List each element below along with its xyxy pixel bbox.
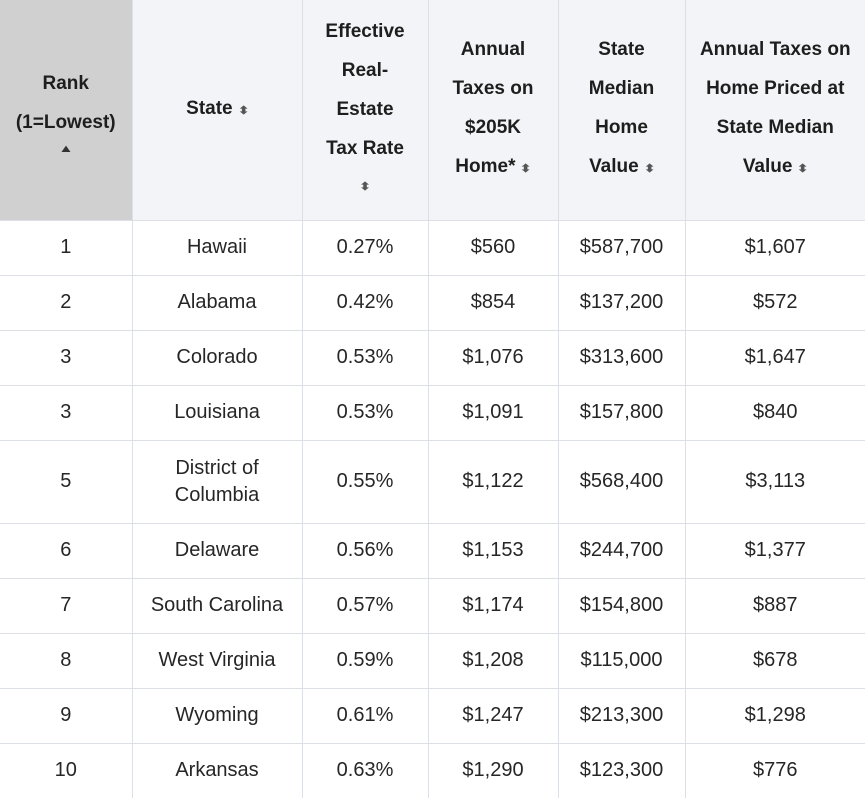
taxes-median-cell: $1,377 xyxy=(684,522,865,578)
sort-updown-icon: ⬍ xyxy=(520,163,532,176)
taxes-205k-cell: $1,174 xyxy=(427,577,558,633)
taxes-205k-cell: $854 xyxy=(427,274,558,330)
rate-cell: 0.42% xyxy=(301,274,428,330)
rate-cell: 0.61% xyxy=(301,687,428,743)
state-cell: South Carolina xyxy=(131,577,302,633)
rank-cell: 9 xyxy=(0,687,132,743)
rate-cell: 0.56% xyxy=(301,522,428,578)
column-header-rate[interactable]: Effective Real-Estate Tax Rate ⬍ xyxy=(301,0,428,220)
taxes-205k-cell: $1,122 xyxy=(427,439,558,523)
column-header-taxes-205k[interactable]: Annual Taxes on $205K Home* ⬍ xyxy=(427,0,558,220)
table-row: 3 Louisiana 0.53% $1,091 $157,800 $840 xyxy=(0,384,865,440)
median-value-cell: $154,800 xyxy=(557,577,685,633)
median-value-cell: $137,200 xyxy=(557,274,685,330)
sort-updown-icon: ⬍ xyxy=(797,163,809,176)
state-cell: Delaware xyxy=(131,522,302,578)
state-cell: Hawaii xyxy=(131,219,302,275)
column-header-label: Rank (1=Lowest) xyxy=(15,72,116,133)
state-cell: Colorado xyxy=(131,329,302,385)
median-value-cell: $568,400 xyxy=(557,439,685,523)
sort-updown-icon: ⬍ xyxy=(643,163,655,176)
rate-cell: 0.59% xyxy=(301,632,428,688)
table-row: 6 Delaware 0.56% $1,153 $244,700 $1,377 xyxy=(0,522,865,578)
rank-cell: 10 xyxy=(0,742,132,798)
rate-cell: 0.57% xyxy=(301,577,428,633)
taxes-median-cell: $678 xyxy=(684,632,865,688)
median-value-cell: $115,000 xyxy=(557,632,685,688)
state-cell: District of Columbia xyxy=(131,439,302,523)
rate-cell: 0.63% xyxy=(301,742,428,798)
taxes-205k-cell: $1,091 xyxy=(427,384,558,440)
taxes-median-cell: $776 xyxy=(684,742,865,798)
state-cell: Arkansas xyxy=(131,742,302,798)
taxes-205k-cell: $1,208 xyxy=(427,632,558,688)
taxes-median-cell: $840 xyxy=(684,384,865,440)
taxes-205k-cell: $1,290 xyxy=(427,742,558,798)
rate-cell: 0.27% xyxy=(301,219,428,275)
state-cell-text: District of Columbia xyxy=(174,456,260,506)
taxes-median-cell: $1,298 xyxy=(684,687,865,743)
median-value-cell: $213,300 xyxy=(557,687,685,743)
rank-cell: 6 xyxy=(0,522,132,578)
taxes-median-cell: $887 xyxy=(684,577,865,633)
header-row: Rank (1=Lowest) ▲ State ⬍ Effective Real-… xyxy=(0,0,865,220)
column-header-label: State xyxy=(186,97,233,119)
rate-cell: 0.53% xyxy=(301,384,428,440)
column-header-label: State Median Home Value xyxy=(588,39,655,178)
state-cell: Wyoming xyxy=(131,687,302,743)
state-cell: West Virginia xyxy=(131,632,302,688)
median-value-cell: $313,600 xyxy=(557,329,685,385)
table-row: 3 Colorado 0.53% $1,076 $313,600 $1,647 xyxy=(0,329,865,385)
rank-cell: 1 xyxy=(0,219,132,275)
taxes-205k-cell: $1,247 xyxy=(427,687,558,743)
rank-cell: 7 xyxy=(0,577,132,633)
rate-cell: 0.53% xyxy=(301,329,428,385)
taxes-median-cell: $1,647 xyxy=(684,329,865,385)
taxes-median-cell: $572 xyxy=(684,274,865,330)
median-value-cell: $123,300 xyxy=(557,742,685,798)
rank-cell: 3 xyxy=(0,384,132,440)
taxes-median-cell: $1,607 xyxy=(684,219,865,275)
taxes-205k-cell: $560 xyxy=(427,219,558,275)
taxes-205k-cell: $1,076 xyxy=(427,329,558,385)
state-cell: Alabama xyxy=(131,274,302,330)
rank-cell: 3 xyxy=(0,329,132,385)
column-header-median-value[interactable]: State Median Home Value ⬍ xyxy=(557,0,685,220)
rank-cell: 5 xyxy=(0,439,132,523)
taxes-median-cell: $3,113 xyxy=(684,439,865,523)
rank-cell: 2 xyxy=(0,274,132,330)
column-header-label: Effective Real-Estate Tax Rate xyxy=(325,21,405,160)
sort-updown-icon: ⬍ xyxy=(359,181,371,194)
column-header-label: Annual Taxes on $205K Home* xyxy=(452,39,534,178)
sort-updown-icon: ⬍ xyxy=(237,104,249,117)
median-value-cell: $244,700 xyxy=(557,522,685,578)
taxes-205k-cell: $1,153 xyxy=(427,522,558,578)
column-header-label: Annual Taxes on Home Priced at State Med… xyxy=(699,39,851,178)
column-header-taxes-median[interactable]: Annual Taxes on Home Priced at State Med… xyxy=(684,0,865,220)
table-row: 10 Arkansas 0.63% $1,290 $123,300 $776 xyxy=(0,742,865,798)
table-row: 5 District of Columbia 0.55% $1,122 $568… xyxy=(0,439,865,523)
table-row: 8 West Virginia 0.59% $1,208 $115,000 $6… xyxy=(0,632,865,688)
state-cell: Louisiana xyxy=(131,384,302,440)
table-row: 2 Alabama 0.42% $854 $137,200 $572 xyxy=(0,274,865,330)
column-header-rank[interactable]: Rank (1=Lowest) ▲ xyxy=(0,0,132,220)
sort-ascending-icon: ▲ xyxy=(58,142,74,155)
median-value-cell: $157,800 xyxy=(557,384,685,440)
rank-cell: 8 xyxy=(0,632,132,688)
table-row: 9 Wyoming 0.61% $1,247 $213,300 $1,298 xyxy=(0,687,865,743)
rate-cell: 0.55% xyxy=(301,439,428,523)
column-header-state[interactable]: State ⬍ xyxy=(131,0,302,220)
table-row: 1 Hawaii 0.27% $560 $587,700 $1,607 xyxy=(0,219,865,275)
median-value-cell: $587,700 xyxy=(557,219,685,275)
table-row: 7 South Carolina 0.57% $1,174 $154,800 $… xyxy=(0,577,865,633)
